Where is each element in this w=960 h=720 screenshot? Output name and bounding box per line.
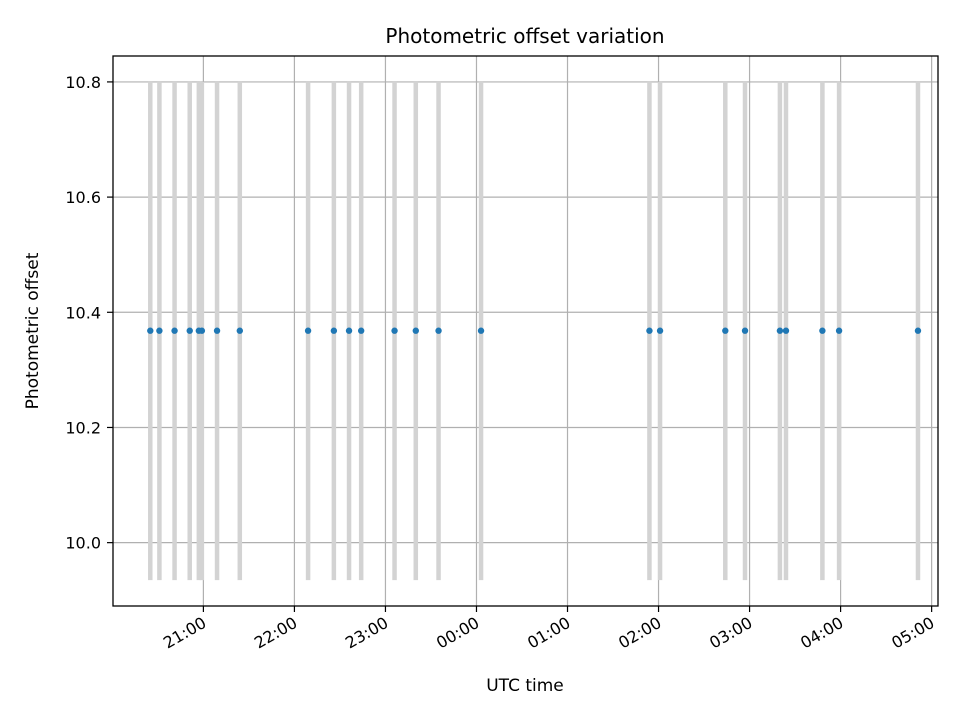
- data-point: [156, 327, 163, 334]
- data-point: [782, 327, 790, 334]
- y-axis-label: Photometric offset: [23, 252, 43, 409]
- y-tick-label: 10.4: [65, 303, 101, 322]
- data-point: [412, 327, 419, 334]
- data-point: [345, 327, 353, 334]
- y-axis-ticks: 10.0 10.2 10.4 10.6 10.8: [65, 73, 113, 553]
- data-point: [198, 327, 206, 334]
- data-point: [914, 327, 922, 334]
- data-point: [391, 327, 398, 334]
- data-point: [646, 327, 653, 334]
- data-point: [213, 327, 221, 334]
- plot-frame: [112, 55, 939, 607]
- data-points: [147, 327, 922, 334]
- data-point: [435, 327, 442, 334]
- chart-title: Photometric offset variation: [385, 24, 664, 48]
- data-point: [236, 327, 244, 334]
- y-tick-label: 10.8: [65, 73, 101, 92]
- data-point: [722, 327, 729, 334]
- y-tick-label: 10.0: [65, 534, 101, 553]
- data-point: [304, 327, 312, 334]
- data-point: [171, 327, 178, 334]
- data-point: [835, 327, 843, 334]
- data-point: [477, 327, 485, 334]
- data-point: [330, 327, 338, 334]
- y-tick-label: 10.6: [65, 188, 101, 207]
- y-tick-label: 10.2: [65, 418, 101, 437]
- data-point: [776, 327, 784, 334]
- data-point: [357, 327, 365, 334]
- data-point: [186, 327, 193, 334]
- data-point: [147, 327, 154, 334]
- data-point: [741, 327, 749, 334]
- data-point: [656, 327, 664, 334]
- data-point: [819, 327, 826, 334]
- x-axis-label: UTC time: [486, 676, 564, 696]
